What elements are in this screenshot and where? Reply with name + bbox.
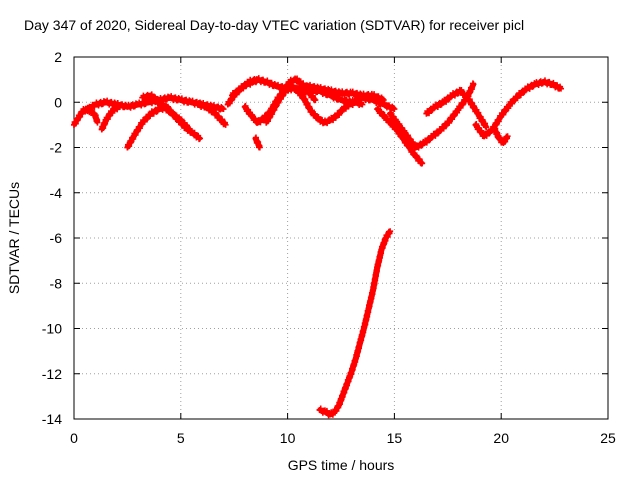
data-point-marker — [115, 103, 122, 110]
data-point-marker — [387, 228, 394, 235]
data-point-marker — [504, 133, 511, 140]
data-point-marker — [256, 144, 263, 151]
data-point-marker — [312, 96, 319, 103]
data-points — [71, 75, 565, 419]
y-tick-label: -4 — [50, 185, 63, 201]
data-point-marker — [219, 105, 226, 112]
x-tick-label: 20 — [493, 430, 509, 446]
y-tick-label: -14 — [42, 411, 62, 427]
data-point-marker — [558, 85, 565, 92]
y-axis-label: SDTVAR / TECUs — [6, 182, 22, 294]
data-point-marker — [94, 119, 101, 126]
data-point-marker — [220, 106, 227, 113]
chart-title: Day 347 of 2020, Sidereal Day-to-day VTE… — [24, 17, 524, 33]
x-tick-label: 15 — [387, 430, 403, 446]
data-point-marker — [419, 160, 426, 167]
data-point-marker — [470, 81, 477, 88]
y-tick-label: 2 — [54, 49, 62, 65]
data-point-marker — [359, 101, 366, 108]
y-tick-label: -2 — [50, 140, 63, 156]
series-arc-f — [152, 95, 193, 134]
data-point-marker — [390, 104, 397, 111]
data-point-marker — [222, 121, 229, 128]
series-arc-p — [423, 86, 490, 131]
series-arc-g — [194, 100, 229, 128]
x-tick-label: 25 — [600, 430, 616, 446]
data-point-marker — [391, 106, 398, 113]
series-arc-q — [472, 77, 565, 140]
y-tick-label: 0 — [54, 94, 62, 110]
series-arc-d — [124, 103, 171, 151]
series-arc-m — [295, 86, 398, 113]
data-point-marker — [186, 126, 193, 133]
y-tick-label: -10 — [42, 321, 62, 337]
series-arc-c — [98, 103, 122, 133]
x-tick-label: 0 — [70, 430, 78, 446]
series-arc-k — [252, 134, 263, 151]
plot-frame — [73, 56, 609, 420]
x-tick-label: 5 — [177, 430, 185, 446]
x-tick-label: 10 — [280, 430, 296, 446]
y-tick-label: -8 — [50, 275, 63, 291]
y-tick-label: -6 — [50, 230, 63, 246]
data-point-marker — [483, 124, 490, 131]
series-arc-o — [387, 80, 477, 151]
data-point-marker — [197, 135, 204, 142]
series-arc-r — [491, 125, 511, 146]
series-arc-s — [316, 228, 394, 419]
x-axis-label: GPS time / hours — [288, 457, 395, 473]
series-arc-n — [374, 105, 426, 167]
y-tick-label: -12 — [42, 366, 62, 382]
